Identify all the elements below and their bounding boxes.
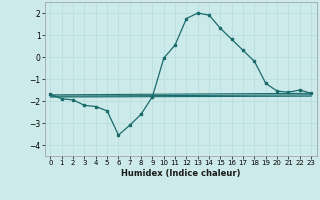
X-axis label: Humidex (Indice chaleur): Humidex (Indice chaleur)	[121, 169, 241, 178]
